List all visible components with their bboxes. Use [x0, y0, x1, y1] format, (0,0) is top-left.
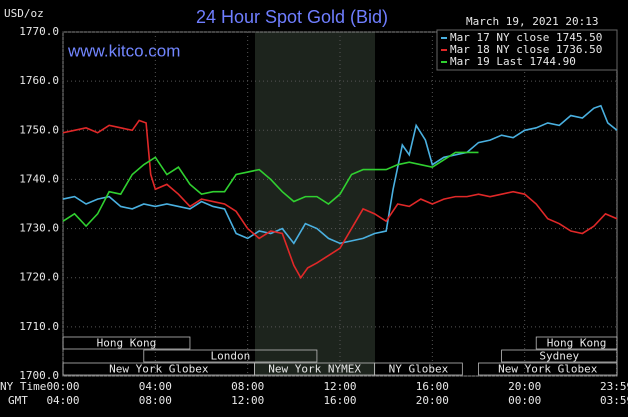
session-label: Sydney — [539, 350, 579, 363]
chart-title: 24 Hour Spot Gold (Bid) — [196, 7, 388, 27]
y-tick-label: 1770.0 — [19, 25, 59, 38]
session-box — [478, 362, 618, 376]
nymex-shade — [255, 32, 375, 376]
legend-label: Mar 17 NY close 1745.50 — [450, 31, 602, 44]
x-tick-label: 20:00 — [508, 380, 541, 393]
session-box — [62, 336, 191, 350]
x2-axis-label: GMT — [8, 394, 28, 407]
x2-tick-label: 20:00 — [416, 394, 449, 407]
y-tick-label: 1730.0 — [19, 222, 59, 235]
x2-tick-label: 00:00 — [508, 394, 541, 407]
x-tick-label: 16:00 — [416, 380, 449, 393]
x-tick-label: 00:00 — [46, 380, 79, 393]
y-tick-label: 1700.0 — [19, 369, 59, 382]
x2-tick-label: 16:00 — [323, 394, 356, 407]
session-box — [535, 336, 618, 350]
y-tick-label: 1720.0 — [19, 271, 59, 284]
x2-tick-label: 04:00 — [46, 394, 79, 407]
legend-box — [436, 29, 618, 71]
series-line — [62, 104, 618, 245]
session-label: Hong Kong — [97, 337, 157, 350]
y-tick-label: 1750.0 — [19, 123, 59, 136]
session-box — [374, 362, 463, 376]
session-label: Hong Kong — [547, 337, 607, 350]
x-tick-label: 04:00 — [139, 380, 172, 393]
session-label: New York Globex — [498, 363, 598, 376]
y-tick-label: 1740.0 — [19, 172, 59, 185]
session-label: New York NYMEX — [268, 363, 361, 376]
session-box — [501, 349, 618, 363]
session-label: London — [210, 350, 250, 363]
series-line — [62, 151, 479, 228]
y-tick-label: 1760.0 — [19, 74, 59, 87]
y-axis-label: USD/oz — [4, 7, 44, 20]
session-box — [143, 349, 318, 363]
legend-label: Mar 18 NY close 1736.50 — [450, 43, 602, 56]
timestamp: March 19, 2021 20:13 — [466, 15, 598, 28]
x-axis-label: NY Time — [0, 380, 46, 393]
series-line — [62, 119, 618, 280]
session-label: New York Globex — [109, 363, 209, 376]
x2-tick-label: 08:00 — [139, 394, 172, 407]
watermark: www.kitco.com — [67, 41, 180, 60]
x2-tick-label: 12:00 — [231, 394, 264, 407]
x-tick-label: 12:00 — [323, 380, 356, 393]
session-label: NY Globex — [389, 363, 449, 376]
x2-tick-label: 03:59 — [600, 394, 628, 407]
legend-label: Mar 19 Last 1744.90 — [450, 55, 576, 68]
y-tick-label: 1710.0 — [19, 320, 59, 333]
x-tick-label: 23:59 — [600, 380, 628, 393]
x-tick-label: 08:00 — [231, 380, 264, 393]
